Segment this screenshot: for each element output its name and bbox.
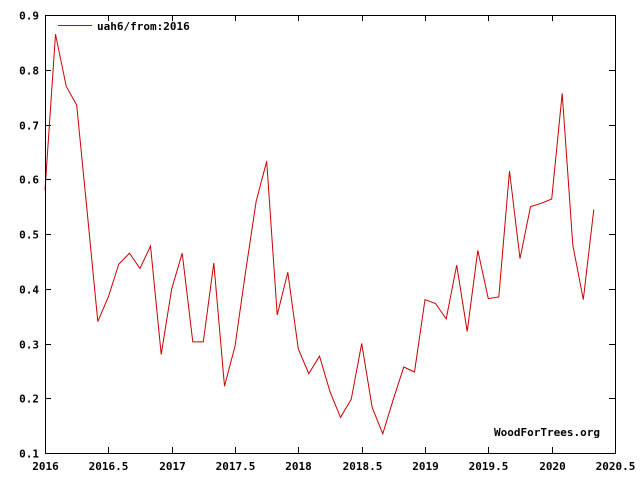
y-tick-label: 0.8 — [19, 65, 39, 78]
x-axis-tick-labels: 2016 2016.5 2017 2017.5 2018 2018.5 2019 2019.5… — [32, 460, 635, 473]
y-tick-label: 0.9 — [19, 10, 39, 23]
y-tick-label: 0.3 — [19, 339, 39, 352]
x-tick-label: 2020.5 — [596, 460, 636, 473]
y-tick-label: 0.5 — [19, 229, 39, 242]
plot-frame — [45, 15, 616, 454]
y-tick-label: 0.4 — [19, 284, 39, 297]
x-tick-label: 2017 — [159, 460, 186, 473]
x-tick-label: 2020 — [539, 460, 566, 473]
x-tick-label: 2016 — [32, 460, 59, 473]
x-tick-label: 2019 — [412, 460, 439, 473]
series-line — [44, 34, 595, 436]
x-tick-label: 2018.5 — [343, 460, 383, 473]
y-tick-label: 0.6 — [19, 174, 39, 187]
x-tick-label: 2018 — [285, 460, 312, 473]
x-tick-label: 2017.5 — [216, 460, 256, 473]
x-tick-label: 2019.5 — [469, 460, 509, 473]
y-tick-label: 0.1 — [19, 448, 39, 461]
y-tick-label: 0.7 — [19, 120, 39, 133]
legend: uah6/from:2016 — [58, 20, 190, 33]
y-tick-label: 0.2 — [19, 393, 39, 406]
legend-series-label: uah6/from:2016 — [97, 20, 190, 33]
series-layer — [44, 34, 595, 436]
y-axis-tick-labels: 0.1 0.2 0.3 0.4 0.5 0.6 0.7 0.8 0.9 — [19, 10, 39, 461]
x-tick-label: 2016.5 — [89, 460, 129, 473]
source-annotation: WoodForTrees.org — [494, 426, 600, 439]
